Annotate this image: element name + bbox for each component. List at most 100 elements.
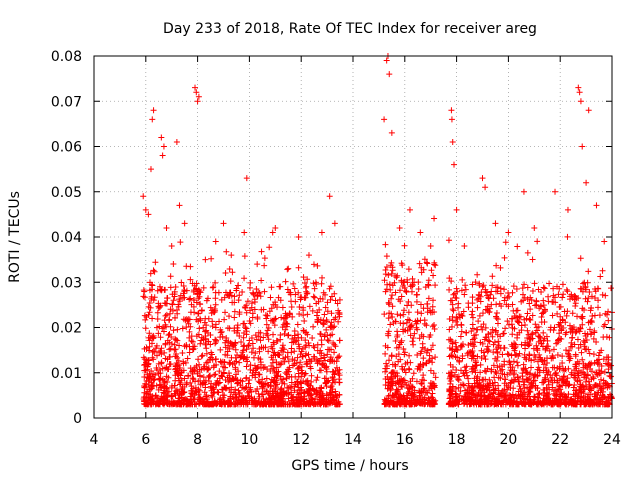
data-point xyxy=(491,387,498,394)
data-point xyxy=(278,379,285,386)
data-point xyxy=(257,401,264,408)
data-point xyxy=(228,389,235,396)
data-point xyxy=(409,384,416,391)
data-point xyxy=(524,377,531,384)
data-point xyxy=(318,384,325,391)
data-point xyxy=(517,398,524,405)
data-point xyxy=(580,337,587,344)
data-point xyxy=(413,298,420,305)
data-point xyxy=(302,294,309,301)
data-point xyxy=(486,387,493,394)
data-point xyxy=(245,342,252,349)
data-point xyxy=(417,229,424,236)
data-point xyxy=(297,359,304,366)
data-point xyxy=(145,334,152,341)
data-point xyxy=(494,364,501,371)
data-point xyxy=(290,339,297,346)
data-point xyxy=(453,206,460,213)
data-point xyxy=(216,379,223,386)
data-point xyxy=(391,373,398,380)
data-point xyxy=(581,307,588,314)
data-point xyxy=(541,285,548,292)
data-point xyxy=(449,340,456,347)
data-point xyxy=(188,390,195,397)
data-point xyxy=(212,356,219,363)
data-point xyxy=(196,293,203,300)
data-point xyxy=(163,373,170,380)
data-point xyxy=(418,269,425,276)
data-point xyxy=(220,220,227,227)
data-point xyxy=(193,299,200,306)
data-point xyxy=(568,339,575,346)
data-point xyxy=(531,372,538,379)
data-point xyxy=(244,298,251,305)
data-point xyxy=(469,352,476,359)
data-point xyxy=(279,342,286,349)
data-point xyxy=(164,388,171,395)
y-tick-label: 0.02 xyxy=(51,321,82,337)
data-point xyxy=(387,262,394,269)
data-point xyxy=(150,297,157,304)
data-point xyxy=(181,375,188,382)
data-point xyxy=(258,344,265,351)
data-point xyxy=(211,372,218,379)
data-point xyxy=(497,290,504,297)
data-point xyxy=(295,331,302,338)
data-point xyxy=(595,297,602,304)
data-point xyxy=(606,362,613,369)
data-point xyxy=(541,318,548,325)
data-point xyxy=(310,280,317,287)
data-point xyxy=(143,314,150,321)
data-point xyxy=(605,354,612,361)
data-point xyxy=(572,387,579,394)
data-point xyxy=(559,353,566,360)
data-point xyxy=(236,389,243,396)
data-point xyxy=(336,296,343,303)
data-point xyxy=(306,386,313,393)
data-point xyxy=(414,291,421,298)
y-tick-label: 0.08 xyxy=(51,49,82,65)
data-point xyxy=(453,346,460,353)
data-point xyxy=(484,365,491,372)
data-point xyxy=(309,399,316,406)
data-point xyxy=(545,368,552,375)
data-point xyxy=(385,332,392,339)
data-point xyxy=(304,377,311,384)
data-point xyxy=(386,310,393,317)
data-point xyxy=(579,321,586,328)
data-point xyxy=(146,299,153,306)
data-point xyxy=(327,283,334,290)
y-tick-label: 0 xyxy=(73,411,82,427)
data-point xyxy=(154,316,161,323)
data-point xyxy=(173,307,180,314)
data-point xyxy=(548,377,555,384)
data-point xyxy=(316,367,323,374)
data-point xyxy=(586,397,593,404)
data-point xyxy=(186,328,193,335)
data-point xyxy=(295,289,302,296)
data-point xyxy=(186,349,193,356)
x-tick-label: 14 xyxy=(344,432,362,448)
data-point xyxy=(243,328,250,335)
data-point xyxy=(389,398,396,405)
data-point xyxy=(195,391,202,398)
data-point xyxy=(267,388,274,395)
data-point xyxy=(146,343,153,350)
data-point xyxy=(574,398,581,405)
data-point xyxy=(405,390,412,397)
data-point xyxy=(389,292,396,299)
data-point xyxy=(536,333,543,340)
data-point xyxy=(323,392,330,399)
data-point xyxy=(212,295,219,302)
data-point xyxy=(141,373,148,380)
data-point xyxy=(510,385,517,392)
data-point xyxy=(559,294,566,301)
data-point xyxy=(234,380,241,387)
data-point xyxy=(492,220,499,227)
data-point xyxy=(233,285,240,292)
data-point xyxy=(432,282,439,289)
data-point xyxy=(388,369,395,376)
y-tick-label: 0.05 xyxy=(51,185,82,201)
data-point xyxy=(508,321,515,328)
data-point xyxy=(166,353,173,360)
